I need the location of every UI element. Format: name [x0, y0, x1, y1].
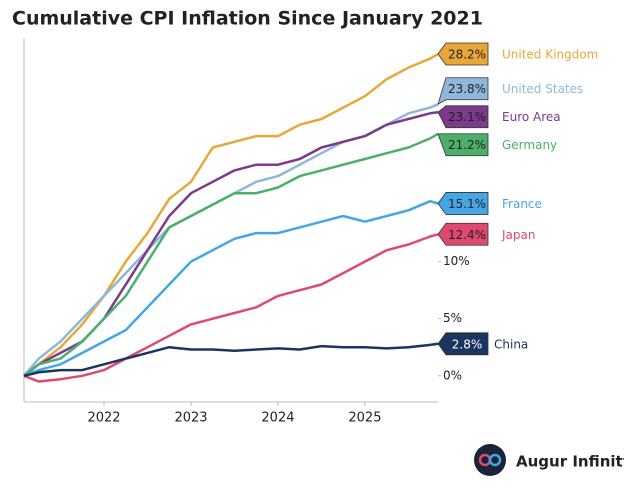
brand-name: Augur Infinity — [516, 453, 624, 471]
series-line — [23, 199, 439, 377]
y-tick-label: 5% — [443, 311, 462, 325]
end-value-label: 2.8% — [452, 337, 483, 351]
end-value-label: 28.2% — [448, 47, 486, 61]
y-tick-label: 0% — [443, 368, 462, 382]
legend-label: China — [494, 337, 528, 351]
series-line — [23, 342, 439, 378]
series-line — [23, 132, 439, 377]
brand-logo-ring — [488, 453, 502, 467]
series-line — [23, 52, 439, 377]
end-tag — [437, 222, 489, 246]
legend-label: United Kingdom — [502, 47, 598, 61]
end-tag — [437, 332, 489, 356]
end-value-label: 23.8% — [448, 82, 486, 96]
x-tick-label: 2022 — [87, 411, 120, 426]
end-tag — [437, 192, 489, 215]
x-tick-label: 2024 — [261, 411, 294, 426]
series-line — [23, 233, 439, 383]
legend-label: Euro Area — [502, 110, 561, 124]
end-value-label: 15.1% — [448, 197, 486, 211]
end-value-label: 23.1% — [448, 110, 486, 124]
y-tick-label: 10% — [443, 254, 470, 268]
legend-label: Germany — [502, 138, 557, 152]
end-tag — [437, 42, 489, 66]
legend-label: Japan — [501, 228, 535, 242]
end-value-label: 12.4% — [448, 228, 486, 242]
legend-label: France — [502, 197, 542, 211]
end-value-label: 21.2% — [448, 138, 486, 152]
x-tick-label: 2023 — [174, 411, 207, 426]
legend-label: United States — [502, 82, 583, 96]
end-tag — [437, 133, 489, 157]
chart-title: Cumulative CPI Inflation Since January 2… — [12, 8, 483, 30]
end-tag — [437, 77, 489, 106]
end-tag — [437, 105, 489, 129]
x-tick-label: 2025 — [348, 411, 381, 426]
